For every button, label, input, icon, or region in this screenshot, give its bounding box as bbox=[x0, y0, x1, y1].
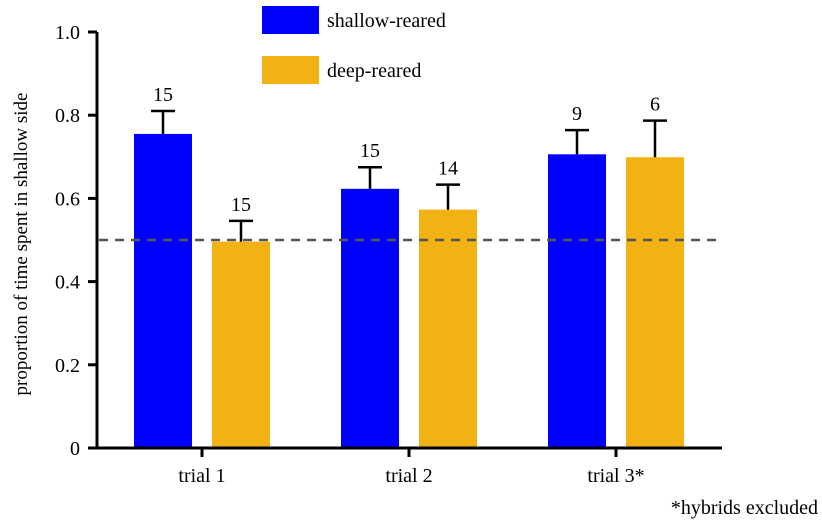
sample-size-label: 15 bbox=[153, 84, 173, 106]
legend-label-deep-reared: deep-reared bbox=[327, 60, 421, 82]
axes-layer: 0 0.2 0.4 0.6 0.8 1.0 trial 1 trial 2 trial 3* bbox=[55, 22, 722, 487]
x-category-label: trial 3* bbox=[587, 465, 644, 487]
legend: shallow-reared deep-reared bbox=[262, 6, 446, 84]
x-category-label: trial 1 bbox=[178, 465, 225, 487]
legend-swatch-shallow-reared bbox=[262, 6, 319, 34]
bar-deep-reared-trial-1 bbox=[212, 241, 270, 448]
footnote: *hybrids excluded bbox=[671, 497, 818, 519]
y-tick-label: 1.0 bbox=[55, 22, 80, 44]
sample-size-label: 14 bbox=[438, 158, 458, 180]
y-tick-label: 0.8 bbox=[55, 105, 80, 127]
x-category-label: trial 2 bbox=[385, 465, 432, 487]
sample-size-label: 9 bbox=[572, 103, 582, 125]
y-tick-label: 0.6 bbox=[55, 188, 80, 210]
bar-shallow-reared-trial-3- bbox=[548, 154, 606, 448]
bar-deep-reared-trial-3- bbox=[626, 157, 684, 448]
sample-size-label: 15 bbox=[231, 194, 251, 216]
y-tick-label: 0 bbox=[70, 438, 80, 460]
bar-deep-reared-trial-2 bbox=[419, 209, 477, 448]
y-axis-title: proportion of time spent in shallow side bbox=[11, 93, 32, 396]
bar-shallow-reared-trial-1 bbox=[134, 133, 192, 449]
bar-shallow-reared-trial-2 bbox=[341, 188, 399, 448]
legend-label-shallow-reared: shallow-reared bbox=[327, 10, 446, 32]
sample-size-label: 6 bbox=[650, 94, 660, 116]
y-tick-label: 0.2 bbox=[55, 355, 80, 377]
bars-layer: 15 15 9 15 14 6 bbox=[134, 84, 684, 449]
sample-size-label: 15 bbox=[360, 140, 380, 162]
legend-swatch-deep-reared bbox=[262, 56, 319, 84]
y-tick-label: 0.4 bbox=[55, 272, 80, 294]
